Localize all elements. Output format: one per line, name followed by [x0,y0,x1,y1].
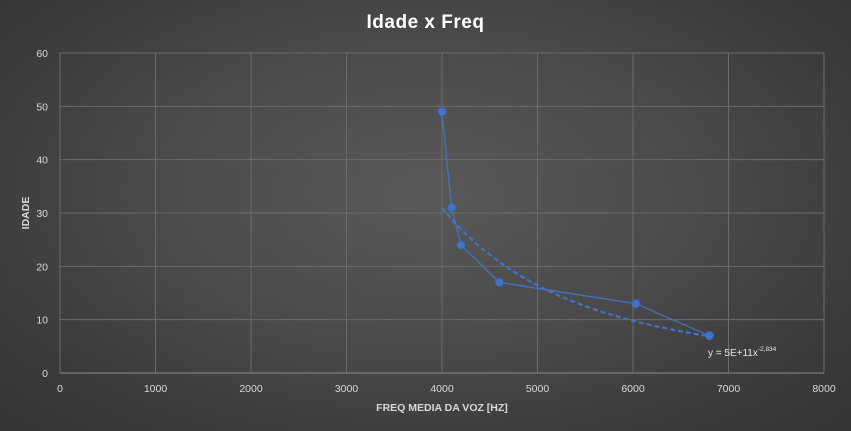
y-tick-label: 30 [36,208,48,220]
y-tick-label: 0 [42,368,48,380]
y-tick-label: 20 [36,261,48,273]
gridlines [59,52,825,374]
x-tick-label: 3000 [335,383,359,395]
data-point [494,277,504,287]
y-tick-label: 40 [36,155,48,167]
x-tick-label: 4000 [430,383,454,395]
trendline [441,207,710,338]
data-point [631,299,641,309]
x-axis-title: FREQ MEDIA DA VOZ [HZ] [376,402,508,414]
x-tick-label: 5000 [526,383,550,395]
series-line [441,111,710,337]
data-point [456,240,466,250]
x-tick-label: 2000 [239,383,263,395]
x-tick-label: 6000 [621,383,645,395]
x-tick-label: 7000 [717,383,741,395]
y-tick-label: 10 [36,315,48,327]
trendline-equation-base: y = 5E+11x [708,348,758,359]
chart-title: Idade x Freq [366,12,485,33]
trendline-equation: y = 5E+11x-2,834 [708,346,777,359]
x-tick-label: 0 [57,383,63,395]
x-tick-label: 8000 [812,383,836,395]
data-point [437,107,447,117]
y-axis-title: IDADE [20,197,32,230]
data-point [704,331,715,341]
tick-labels: 0 10 20 30 40 50 60 0 1000 2000 3000 4000 5000 6000 70… [36,48,836,395]
y-tick-label: 50 [36,101,48,113]
data-marks [437,107,715,341]
trendline-equation-exponent: -2,834 [758,346,777,353]
y-tick-label: 60 [36,48,48,60]
x-tick-label: 1000 [144,383,168,395]
data-point [446,203,457,213]
